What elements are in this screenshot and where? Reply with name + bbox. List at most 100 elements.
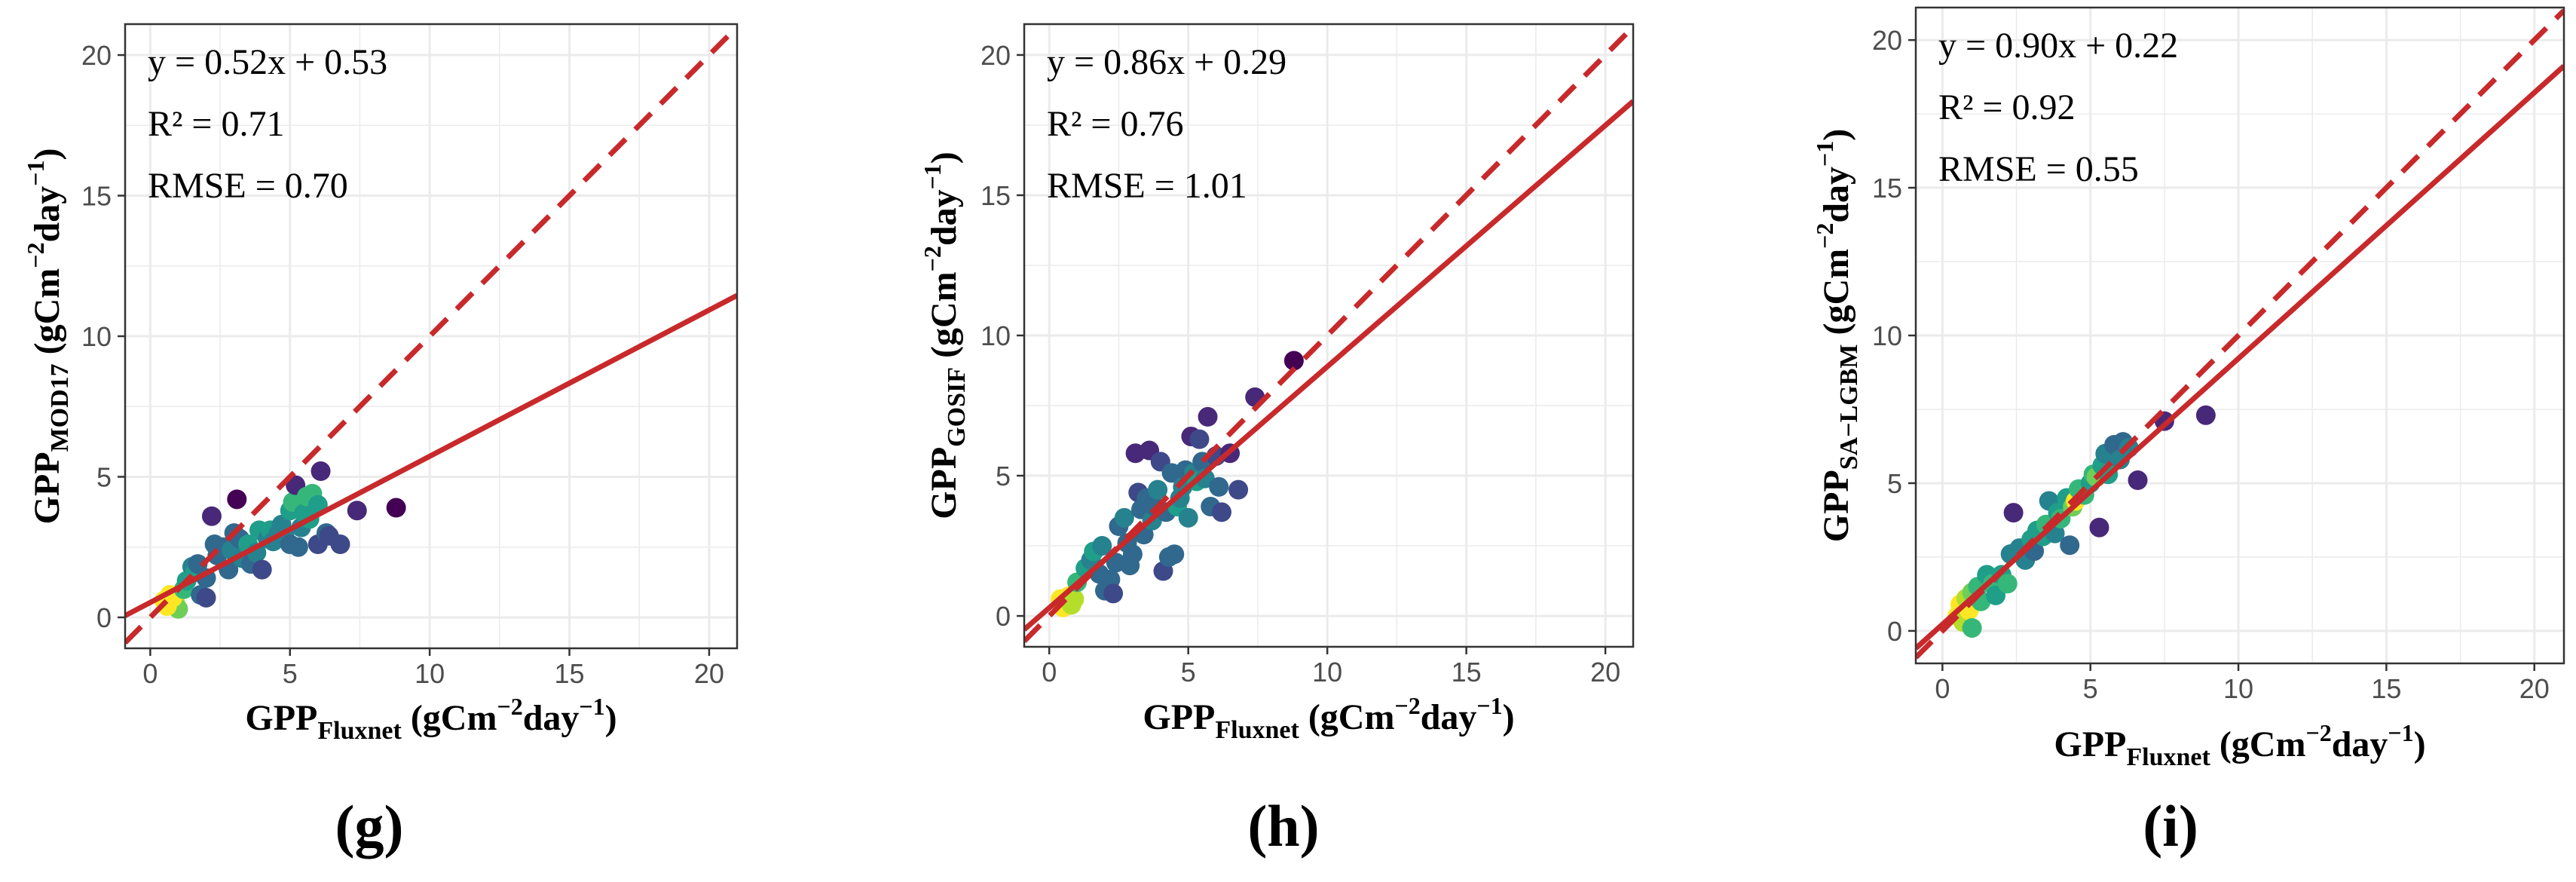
data-point	[196, 587, 216, 608]
y-axis-title-subscript: GOSIF	[943, 367, 971, 447]
x-axis-title: GPPFluxnet (gCm−2day−1)	[245, 693, 616, 745]
x-axis-title-subscript: Fluxnet	[1215, 716, 1299, 744]
data-point	[1228, 479, 1249, 500]
x-tick-label: 10	[1312, 657, 1342, 688]
y-axis-title: GPPGOSIF (gCm−2day−1)	[919, 152, 971, 519]
data-point	[330, 534, 350, 554]
data-point	[288, 537, 308, 557]
x-axis-title-main: GPP	[1143, 697, 1215, 737]
y-tick-label: 0	[96, 602, 112, 633]
x-tick-label: 10	[2223, 673, 2253, 704]
panel-h: 0 5 10 15 20 0 5 10 15 20 y = 0.86x + 0.29 R² = 0.7…	[919, 23, 1635, 859]
x-axis-title-subscript: Fluxnet	[317, 717, 402, 745]
panel-tag: (g)	[335, 793, 404, 859]
data-point	[1209, 476, 1229, 497]
grid	[1024, 24, 1633, 647]
x-axis-title-unit: )	[2414, 724, 2426, 764]
data-point	[1148, 479, 1168, 500]
panel-i: 0 5 10 15 20 0 5 10 15 20 y = 0.90x + 0.22 R² = 0.9…	[1811, 6, 2565, 859]
y-tick-label: 5	[996, 461, 1011, 492]
rmse-value: RMSE = 0.55	[1938, 149, 2139, 189]
data-point	[252, 559, 272, 580]
data-point	[1189, 429, 1210, 449]
x-tick-label: 0	[142, 658, 158, 689]
axes: 0 5 10 15 20 0 5 10 15 20	[81, 40, 724, 689]
reference-lines	[1024, 25, 1633, 644]
y-axis-title: GPPMOD17 (gCm−2day−1)	[22, 149, 74, 525]
y-axis-title: GPPSA−LGBM (gCm−2day−1)	[1811, 129, 1863, 543]
y-tick-label: 5	[1887, 468, 1902, 499]
x-tick-label: 20	[1590, 657, 1620, 688]
y-axis-title-unit: (gCm	[27, 268, 67, 364]
axes: 0 5 10 15 20 0 5 10 15 20	[981, 40, 1620, 688]
x-axis-title-main: GPP	[2054, 724, 2126, 764]
y-axis-title-main: GPP	[924, 447, 964, 519]
data-point	[2003, 503, 2024, 523]
y-axis-title-unit: day	[924, 189, 964, 246]
x-axis-title-exponent: −1	[579, 693, 604, 720]
x-axis-title: GPPFluxnet (gCm−2day−1)	[2054, 719, 2425, 771]
y-axis-title-unit: day	[27, 186, 67, 243]
x-tick-label: 0	[1935, 673, 1950, 704]
x-tick-label: 20	[694, 658, 724, 689]
x-axis-title-subscript: Fluxnet	[2126, 743, 2210, 771]
x-tick-label: 15	[2371, 673, 2401, 704]
x-tick-label: 20	[2519, 673, 2550, 704]
y-axis-title-unit: day	[1816, 167, 1856, 223]
data-point	[1283, 351, 1304, 371]
data-point	[1997, 574, 2018, 594]
x-axis-title-unit: (gCm	[2210, 724, 2306, 764]
x-axis-title-exponent: −2	[497, 693, 522, 720]
y-tick-label: 10	[981, 320, 1011, 351]
x-tick-label: 15	[1452, 657, 1482, 688]
x-axis-title-exponent: −1	[2388, 719, 2413, 746]
data-point	[1198, 406, 1218, 427]
stats-annotation: y = 0.90x + 0.22 R² = 0.92 RMSE = 0.55	[1938, 26, 2178, 189]
y-tick-label: 20	[981, 40, 1011, 71]
panel-g: 0 5 10 15 20 0 5 10 15 20 y = 0.52x + 0.53 R² = 0.7…	[22, 23, 739, 859]
y-axis-title-exponent: −2	[22, 242, 49, 268]
reference-lines	[125, 25, 737, 645]
data-points	[1947, 405, 2216, 638]
x-tick-label: 5	[1181, 657, 1196, 688]
x-axis-title-main: GPP	[245, 698, 317, 738]
y-axis-title-exponent: −2	[919, 246, 946, 271]
y-tick-label: 0	[1887, 616, 1902, 647]
y-axis-title-main: GPP	[1816, 470, 1856, 542]
x-axis-title-unit: day	[523, 698, 580, 738]
data-point	[311, 461, 331, 482]
data-point	[2060, 535, 2080, 556]
x-tick-label: 10	[415, 658, 445, 689]
data-point	[1962, 617, 1982, 638]
y-tick-label: 20	[81, 40, 112, 71]
y-axis-title-main: GPP	[27, 452, 67, 524]
data-point	[386, 498, 406, 518]
data-point	[1064, 589, 1085, 609]
regression-equation: y = 0.52x + 0.53	[148, 42, 387, 82]
y-tick-label: 5	[96, 461, 112, 492]
y-tick-label: 15	[81, 181, 112, 212]
regression-equation: y = 0.86x + 0.29	[1047, 42, 1286, 82]
regression-line	[1916, 63, 2564, 651]
x-axis-title-unit: )	[1503, 697, 1515, 737]
y-axis-title-subscript: SA−LGBM	[1835, 345, 1863, 470]
x-axis-title-unit: (gCm	[1299, 697, 1395, 737]
x-axis-title-exponent: −2	[1394, 692, 1420, 719]
data-point	[347, 501, 367, 521]
panel-tag: (i)	[2143, 793, 2198, 859]
data-point	[227, 489, 247, 510]
x-axis-title-unit: day	[2332, 724, 2388, 764]
data-point	[1164, 544, 1185, 565]
data-point	[2089, 517, 2109, 537]
stats-annotation: y = 0.86x + 0.29 R² = 0.76 RMSE = 1.01	[1047, 42, 1286, 206]
y-tick-label: 0	[996, 601, 1011, 632]
r-squared: R² = 0.76	[1047, 104, 1183, 144]
y-axis-title-exponent: −2	[1811, 223, 1838, 249]
data-point	[1178, 507, 1198, 528]
y-tick-label: 10	[1872, 320, 1902, 351]
regression-line	[125, 292, 737, 618]
data-point	[1114, 507, 1134, 528]
data-point	[201, 506, 222, 526]
y-axis-title-unit: )	[27, 149, 67, 161]
